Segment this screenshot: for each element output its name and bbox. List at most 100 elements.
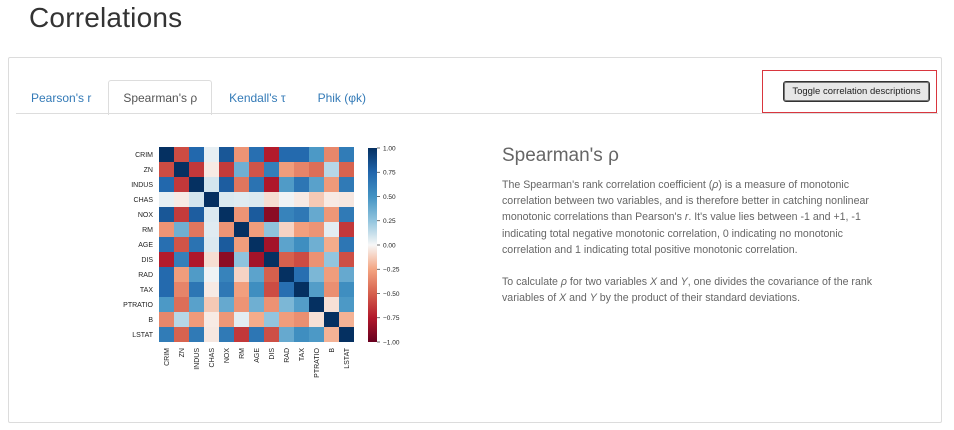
heatmap-cell bbox=[294, 237, 309, 252]
tab-kendall[interactable]: Kendall's τ bbox=[229, 91, 286, 105]
heatmap-cell bbox=[189, 147, 204, 162]
heatmap-cell bbox=[279, 207, 294, 222]
heatmap-cell bbox=[324, 327, 339, 342]
heatmap-cell bbox=[219, 312, 234, 327]
heatmap-cell bbox=[219, 222, 234, 237]
heatmap-cell bbox=[234, 177, 249, 192]
heatmap-cell bbox=[174, 297, 189, 312]
heatmap-cell bbox=[279, 147, 294, 162]
heatmap-y-label: RM bbox=[142, 227, 153, 234]
heatmap-cell bbox=[279, 297, 294, 312]
heatmap-cell bbox=[264, 147, 279, 162]
heatmap-cell bbox=[264, 237, 279, 252]
heatmap-cell bbox=[264, 207, 279, 222]
heatmap-cell bbox=[279, 327, 294, 342]
heatmap-y-label: RAD bbox=[138, 272, 153, 279]
colorbar bbox=[368, 148, 377, 342]
heatmap-cell bbox=[339, 267, 354, 282]
heatmap-cell bbox=[324, 282, 339, 297]
heatmap-cell bbox=[189, 192, 204, 207]
heatmap-cell bbox=[249, 297, 264, 312]
heatmap-cell bbox=[324, 162, 339, 177]
heatmap-cell bbox=[189, 297, 204, 312]
heatmap-cell bbox=[219, 207, 234, 222]
heatmap-cell bbox=[294, 177, 309, 192]
heatmap-x-label: NOX bbox=[224, 348, 231, 364]
description-title: Spearman's ρ bbox=[502, 145, 619, 166]
heatmap-cell bbox=[264, 252, 279, 267]
heatmap-cell bbox=[294, 222, 309, 237]
heatmap-cell bbox=[294, 267, 309, 282]
heatmap-cell bbox=[234, 207, 249, 222]
heatmap-cell bbox=[234, 162, 249, 177]
heatmap-x-label: CRIM bbox=[164, 348, 171, 366]
heatmap-cell bbox=[174, 267, 189, 282]
heatmap-cell bbox=[309, 237, 324, 252]
heatmap-y-label: CHAS bbox=[134, 197, 154, 204]
heatmap-cell bbox=[294, 252, 309, 267]
heatmap-cell bbox=[204, 192, 219, 207]
toggle-descriptions-button[interactable]: Toggle correlation descriptions bbox=[783, 81, 930, 102]
heatmap-x-label: PTRATIO bbox=[314, 347, 321, 377]
heatmap-cell bbox=[249, 267, 264, 282]
heatmap-cell bbox=[309, 177, 324, 192]
correlation-heatmap: CRIM ZN INDUS CHAS NOX RM AGE DIS RAD TAX PTRATIO B… bbox=[123, 145, 400, 378]
tab-spearman[interactable]: Spearman's ρ bbox=[108, 80, 213, 115]
heatmap-cell bbox=[234, 282, 249, 297]
heatmap-cell bbox=[294, 327, 309, 342]
heatmap-cell bbox=[219, 282, 234, 297]
heatmap-cell bbox=[294, 192, 309, 207]
heatmap-x-label: B bbox=[329, 348, 336, 353]
heatmap-y-label: INDUS bbox=[131, 182, 153, 189]
heatmap-cell bbox=[339, 222, 354, 237]
colorbar-tick-label: 0.50 bbox=[383, 194, 396, 201]
heatmap-cell bbox=[219, 192, 234, 207]
heatmap-cell bbox=[219, 162, 234, 177]
heatmap-cell bbox=[309, 147, 324, 162]
heatmap-cell bbox=[279, 192, 294, 207]
heatmap-x-label: RAD bbox=[284, 348, 291, 363]
heatmap-cell bbox=[339, 282, 354, 297]
toggle-highlight-frame: Toggle correlation descriptions bbox=[762, 70, 937, 113]
heatmap-cell bbox=[204, 252, 219, 267]
colorbar-tick-label: 0.75 bbox=[383, 170, 396, 177]
tab-phik[interactable]: Phik (φk) bbox=[317, 91, 367, 105]
heatmap-cell bbox=[189, 162, 204, 177]
tab-divider bbox=[16, 113, 938, 114]
heatmap-cell bbox=[189, 252, 204, 267]
heatmap-cell bbox=[189, 237, 204, 252]
heatmap-cell bbox=[249, 162, 264, 177]
heatmap-y-label: NOX bbox=[138, 212, 154, 219]
heatmap-cell bbox=[189, 222, 204, 237]
heatmap-cell bbox=[159, 327, 174, 342]
heatmap-cell bbox=[249, 147, 264, 162]
heatmap-cell bbox=[174, 147, 189, 162]
heatmap-y-label: DIS bbox=[141, 257, 153, 264]
heatmap-cell bbox=[324, 297, 339, 312]
colorbar-tick-label: 0.25 bbox=[383, 218, 396, 225]
heatmap-y-label: ZN bbox=[144, 167, 153, 174]
heatmap-y-label: LSTAT bbox=[132, 332, 153, 339]
heatmap-cell bbox=[204, 267, 219, 282]
heatmap-cell bbox=[309, 327, 324, 342]
heatmap-cell bbox=[204, 312, 219, 327]
heatmap-cell bbox=[234, 192, 249, 207]
heatmap-cell bbox=[234, 312, 249, 327]
heatmap-cell bbox=[309, 267, 324, 282]
heatmap-cell bbox=[309, 297, 324, 312]
heatmap-cell bbox=[204, 162, 219, 177]
heatmap-cell bbox=[159, 252, 174, 267]
heatmap-cell bbox=[279, 312, 294, 327]
heatmap-cell bbox=[339, 327, 354, 342]
heatmap-cell bbox=[234, 297, 249, 312]
heatmap-cell bbox=[204, 222, 219, 237]
heatmap-y-label: B bbox=[148, 317, 153, 324]
tab-pearson[interactable]: Pearson's r bbox=[31, 91, 92, 105]
heatmap-cell bbox=[309, 252, 324, 267]
heatmap-cell bbox=[234, 267, 249, 282]
heatmap-cell bbox=[264, 222, 279, 237]
heatmap-cell bbox=[309, 282, 324, 297]
heatmap-x-label: RM bbox=[239, 348, 246, 359]
heatmap-cell bbox=[339, 147, 354, 162]
heatmap-y-label: CRIM bbox=[135, 152, 153, 159]
